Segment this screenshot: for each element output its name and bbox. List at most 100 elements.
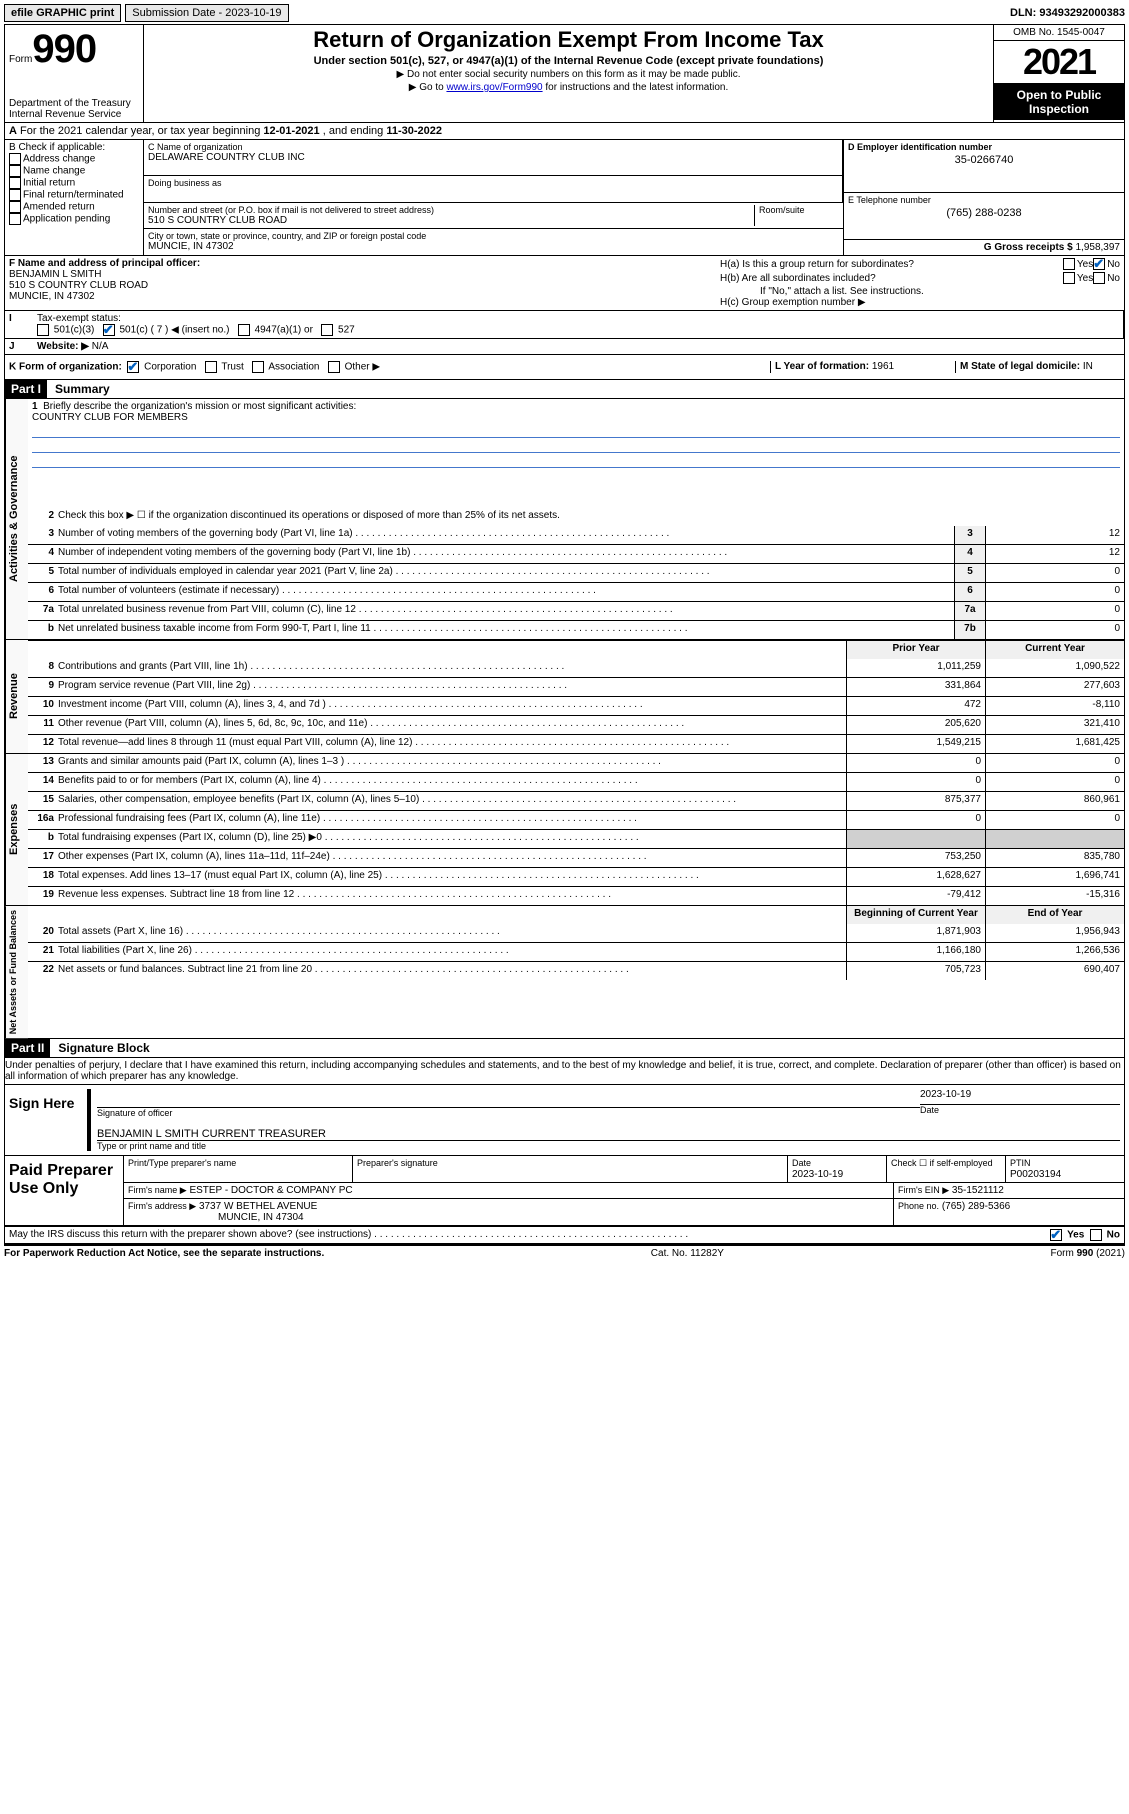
col-f: F Name and address of principal officer:…	[5, 256, 716, 310]
form-990-num: 990	[32, 27, 96, 71]
ptin-h: PTIN	[1010, 1158, 1031, 1168]
line-desc: Total number of volunteers (estimate if …	[56, 583, 954, 601]
line-desc: Program service revenue (Part VIII, line…	[56, 678, 846, 696]
row-a: A For the 2021 calendar year, or tax yea…	[5, 123, 1124, 140]
line-amt: 12	[985, 545, 1124, 563]
form990-link[interactable]: www.irs.gov/Form990	[446, 82, 542, 93]
prior-amt: 0	[846, 811, 985, 829]
check-final[interactable]	[9, 189, 21, 201]
hb-no[interactable]	[1093, 272, 1105, 284]
prior-amt: 1,871,903	[846, 924, 985, 942]
dept-treasury: Department of the Treasury	[9, 98, 139, 109]
check-initial[interactable]	[9, 177, 21, 189]
firm-ein-l: Firm's EIN ▶	[898, 1185, 949, 1195]
sign-here: Sign Here Signature of officer 2023-10-1…	[5, 1085, 1124, 1156]
b-opt-3: Final return/terminated	[9, 189, 139, 201]
rev-label: Revenue	[5, 640, 28, 753]
line-desc: Total fundraising expenses (Part IX, col…	[56, 830, 846, 848]
line-box: 4	[954, 545, 985, 563]
line-desc: Contributions and grants (Part VIII, lin…	[56, 659, 846, 677]
current-amt: 321,410	[985, 716, 1124, 734]
phone: (765) 289-5366	[942, 1201, 1010, 1212]
line-desc: Other revenue (Part VIII, column (A), li…	[56, 716, 846, 734]
row-j: J Website: ▶ N/A	[5, 339, 1124, 355]
may-yes[interactable]	[1050, 1229, 1062, 1241]
line-desc: Net unrelated business taxable income fr…	[56, 621, 954, 639]
efile-btn[interactable]: efile GRAPHIC print	[4, 4, 121, 22]
i-4947[interactable]	[238, 324, 250, 336]
b-opt-1: Name change	[9, 165, 139, 177]
ha-yes[interactable]	[1063, 258, 1075, 270]
hb-yes[interactable]	[1063, 272, 1075, 284]
k-corp[interactable]	[127, 361, 139, 373]
check-address[interactable]	[9, 153, 21, 165]
line-amt: 12	[985, 526, 1124, 544]
check-amended[interactable]	[9, 201, 21, 213]
current-amt: 1,266,536	[985, 943, 1124, 961]
may-no[interactable]	[1090, 1229, 1102, 1241]
g-label: G Gross receipts $	[984, 242, 1076, 253]
line-desc: Total expenses. Add lines 13–17 (must eq…	[56, 868, 846, 886]
prep-date-h: Date	[792, 1158, 811, 1168]
prior-amt: 1,628,627	[846, 868, 985, 886]
prior-amt: 1,166,180	[846, 943, 985, 961]
header-center: Return of Organization Exempt From Incom…	[144, 25, 993, 122]
declaration: Under penalties of perjury, I declare th…	[5, 1058, 1124, 1085]
form-prefix: Form	[9, 54, 32, 65]
col-h: H(a) Is this a group return for subordin…	[716, 256, 1124, 310]
header-left: Form990 Department of the Treasury Inter…	[5, 25, 144, 122]
q1: 1 Briefly describe the organization's mi…	[28, 399, 1124, 508]
ptin: P00203194	[1010, 1169, 1061, 1180]
check-pending[interactable]	[9, 213, 21, 225]
current-year-h: Current Year	[985, 641, 1124, 659]
line-desc: Total unrelated business revenue from Pa…	[56, 602, 954, 620]
prior-amt: 875,377	[846, 792, 985, 810]
row-a-mid: , and ending	[320, 125, 387, 137]
i-501c3[interactable]	[37, 324, 49, 336]
sub3-post: for instructions and the latest informat…	[543, 82, 729, 93]
prep-self-h: Check ☐ if self-employed	[891, 1158, 993, 1168]
top-bar: efile GRAPHIC print Submission Date - 20…	[4, 4, 1125, 22]
ein: 35-0266740	[848, 154, 1120, 166]
begin-year-h: Beginning of Current Year	[846, 906, 985, 924]
omb-number: OMB No. 1545-0047	[994, 25, 1124, 41]
k-label: K Form of organization:	[9, 362, 122, 373]
prior-amt: 1,011,259	[846, 659, 985, 677]
line-desc: Grants and similar amounts paid (Part IX…	[56, 754, 846, 772]
submission-date: Submission Date - 2023-10-19	[125, 4, 288, 22]
form-title: Return of Organization Exempt From Incom…	[148, 27, 989, 53]
current-amt: 835,780	[985, 849, 1124, 867]
line-box: 6	[954, 583, 985, 601]
q1-label: Briefly describe the organization's miss…	[43, 401, 356, 412]
dln: DLN: 93493292000383	[1010, 7, 1125, 19]
current-amt: 0	[985, 773, 1124, 791]
l-label: L Year of formation:	[775, 361, 872, 372]
may-irs-row: May the IRS discuss this return with the…	[5, 1226, 1124, 1245]
section-bcd: B Check if applicable: Address change Na…	[5, 140, 1124, 256]
part2-tag: Part II	[5, 1039, 50, 1057]
end-year-h: End of Year	[985, 906, 1124, 924]
state-domicile: IN	[1083, 361, 1093, 372]
may-irs-q: May the IRS discuss this return with the…	[9, 1229, 371, 1240]
line-desc: Benefits paid to or for members (Part IX…	[56, 773, 846, 791]
part1-tag: Part I	[5, 380, 47, 398]
i-527[interactable]	[321, 324, 333, 336]
firm-addr-l: Firm's address ▶	[128, 1201, 196, 1211]
cat-no: Cat. No. 11282Y	[324, 1248, 1050, 1259]
current-amt: 1,681,425	[985, 735, 1124, 753]
open-public: Open to Public Inspection	[994, 84, 1124, 120]
k-trust[interactable]	[205, 361, 217, 373]
check-name[interactable]	[9, 165, 21, 177]
i-501c[interactable]	[103, 324, 115, 336]
line-box: 5	[954, 564, 985, 582]
current-amt: -8,110	[985, 697, 1124, 715]
ha-no[interactable]	[1093, 258, 1105, 270]
part1-title: Summary	[47, 380, 118, 398]
org-name: DELAWARE COUNTRY CLUB INC	[148, 152, 838, 163]
k-assoc[interactable]	[252, 361, 264, 373]
q2: Check this box ▶ ☐ if the organization d…	[56, 508, 1124, 526]
line-desc: Net assets or fund balances. Subtract li…	[56, 962, 846, 980]
k-other[interactable]	[328, 361, 340, 373]
b-opt-5: Application pending	[9, 213, 139, 225]
line-desc: Salaries, other compensation, employee b…	[56, 792, 846, 810]
